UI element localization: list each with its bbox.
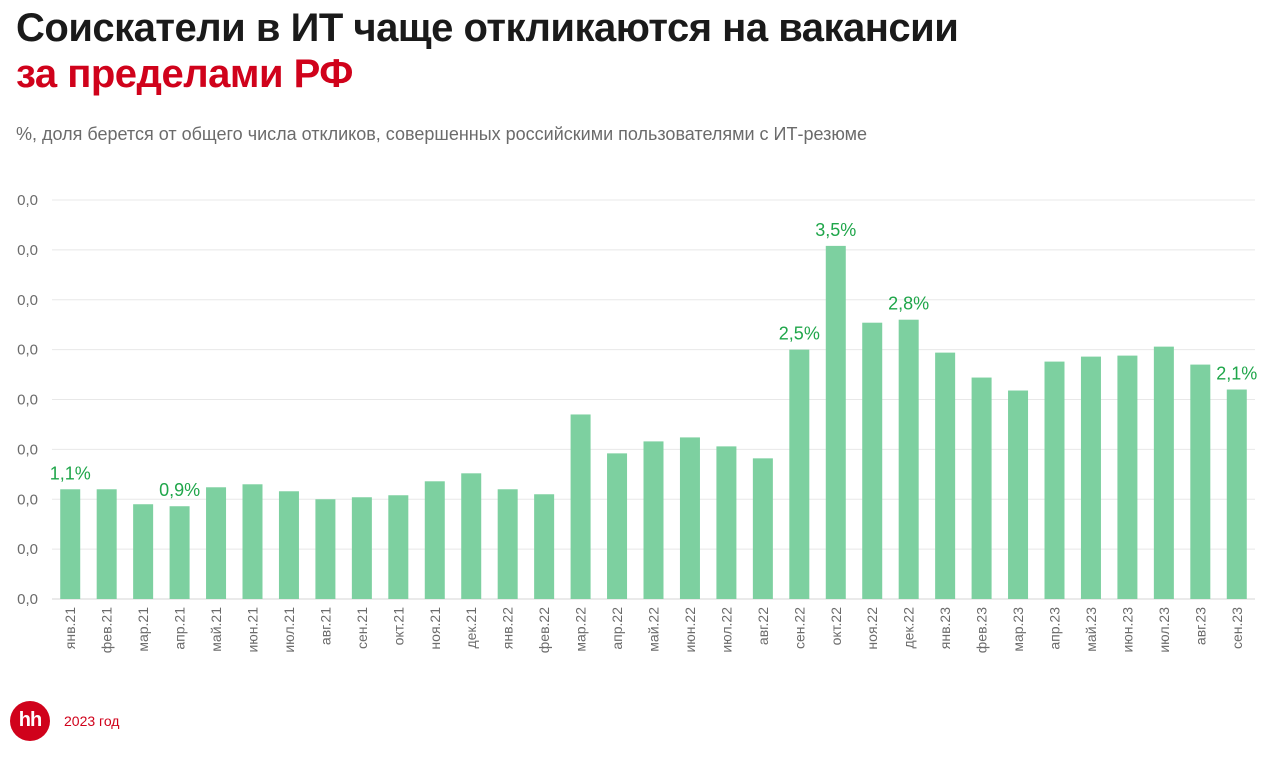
chart-subtitle: %, доля берется от общего числа откликов… bbox=[16, 124, 868, 144]
bar bbox=[315, 499, 336, 599]
bar bbox=[825, 245, 846, 599]
bar bbox=[607, 453, 628, 599]
data-label: 1,1% bbox=[50, 463, 91, 483]
bar bbox=[1190, 364, 1211, 599]
bar bbox=[935, 352, 956, 599]
bar bbox=[679, 437, 700, 599]
bar bbox=[1008, 390, 1029, 599]
footer-year: 2023 год bbox=[64, 713, 120, 729]
bar bbox=[789, 349, 810, 599]
y-tick-label: 0,0 bbox=[17, 441, 38, 458]
x-tick-label: авг.23 bbox=[1192, 607, 1208, 645]
x-tick-label: дек.22 bbox=[901, 607, 917, 649]
bar bbox=[862, 322, 883, 599]
bar bbox=[1080, 356, 1101, 599]
bar bbox=[898, 319, 919, 599]
y-tick-label: 0,0 bbox=[17, 292, 38, 309]
x-tick-label: июл.22 bbox=[718, 607, 734, 653]
data-label: 2,1% bbox=[1216, 364, 1257, 384]
x-tick-label: май.23 bbox=[1083, 607, 1099, 652]
x-tick-label: сен.21 bbox=[354, 607, 370, 649]
x-tick-label: окт.21 bbox=[390, 607, 406, 646]
data-label: 3,5% bbox=[815, 220, 856, 240]
x-tick-label: авг.22 bbox=[755, 607, 771, 645]
bar bbox=[1153, 346, 1174, 599]
x-tick-label: июн.23 bbox=[1119, 607, 1135, 653]
y-tick-label: 0,0 bbox=[17, 392, 38, 409]
bar bbox=[133, 504, 154, 599]
bar bbox=[461, 473, 482, 599]
x-tick-label: май.21 bbox=[208, 607, 224, 652]
x-tick-label: май.22 bbox=[646, 607, 662, 652]
bar bbox=[1117, 355, 1138, 599]
x-tick-label: мар.23 bbox=[1010, 607, 1026, 652]
x-tick-label: фев.21 bbox=[99, 607, 115, 653]
x-tick-label: сен.23 bbox=[1229, 607, 1245, 649]
y-tick-label: 0,0 bbox=[17, 541, 38, 558]
x-tick-label: мар.21 bbox=[135, 607, 151, 652]
bar bbox=[242, 484, 263, 599]
y-tick-label: 0,0 bbox=[17, 342, 38, 359]
bar bbox=[278, 491, 299, 599]
x-tick-label: авг.21 bbox=[317, 607, 333, 645]
hh-logo: hh bbox=[10, 701, 50, 741]
chart-title-line2: за пределами РФ bbox=[16, 52, 353, 96]
x-tick-label: мар.22 bbox=[573, 607, 589, 652]
x-tick-label: янв.23 bbox=[937, 607, 953, 649]
bar bbox=[534, 494, 555, 599]
x-tick-label: ноя.22 bbox=[864, 607, 880, 650]
y-tick-label: 0,0 bbox=[17, 591, 38, 608]
bar bbox=[424, 481, 445, 599]
bar bbox=[570, 414, 591, 599]
x-tick-label: ноя.21 bbox=[427, 607, 443, 650]
x-tick-label: июн.22 bbox=[682, 607, 698, 653]
x-tick-label: июл.23 bbox=[1156, 607, 1172, 653]
bar bbox=[351, 497, 372, 599]
bar bbox=[1226, 389, 1247, 599]
bar bbox=[60, 489, 81, 599]
data-label: 2,8% bbox=[888, 294, 929, 314]
bar bbox=[643, 441, 664, 599]
x-tick-label: дек.21 bbox=[463, 607, 479, 649]
x-tick-label: янв.21 bbox=[62, 607, 78, 649]
bar bbox=[96, 489, 117, 599]
x-tick-label: янв.22 bbox=[500, 607, 516, 649]
y-tick-label: 0,0 bbox=[17, 192, 38, 209]
bar bbox=[388, 495, 409, 599]
bar-chart: 0,0 0,0 0,0 0,0 0,0 0,0 0,0 0,0 0,0 янв.21 фев.21 м… bbox=[17, 192, 1257, 653]
x-tick-label: сен.22 bbox=[791, 607, 807, 649]
x-tick-label: окт.22 bbox=[828, 607, 844, 646]
bar bbox=[497, 489, 518, 599]
x-tick-label: апр.23 bbox=[1047, 607, 1063, 650]
x-tick-label: апр.21 bbox=[172, 607, 188, 650]
bar bbox=[169, 506, 190, 599]
chart-title-line1: Соискатели в ИТ чаще откликаются на вака… bbox=[16, 6, 959, 50]
x-tick-label: фев.22 bbox=[536, 607, 552, 653]
bar bbox=[206, 487, 227, 599]
y-tick-label: 0,0 bbox=[17, 242, 38, 259]
bar bbox=[1044, 361, 1065, 599]
bar bbox=[716, 446, 737, 599]
x-tick-label: июл.21 bbox=[281, 607, 297, 653]
bar bbox=[752, 458, 773, 599]
x-tick-label: апр.22 bbox=[609, 607, 625, 650]
bar bbox=[971, 377, 992, 599]
data-label: 0,9% bbox=[159, 480, 200, 500]
y-tick-label: 0,0 bbox=[17, 491, 38, 508]
x-tick-label: фев.23 bbox=[974, 607, 990, 653]
data-label: 2,5% bbox=[779, 324, 820, 344]
x-tick-label: июн.21 bbox=[245, 607, 261, 653]
